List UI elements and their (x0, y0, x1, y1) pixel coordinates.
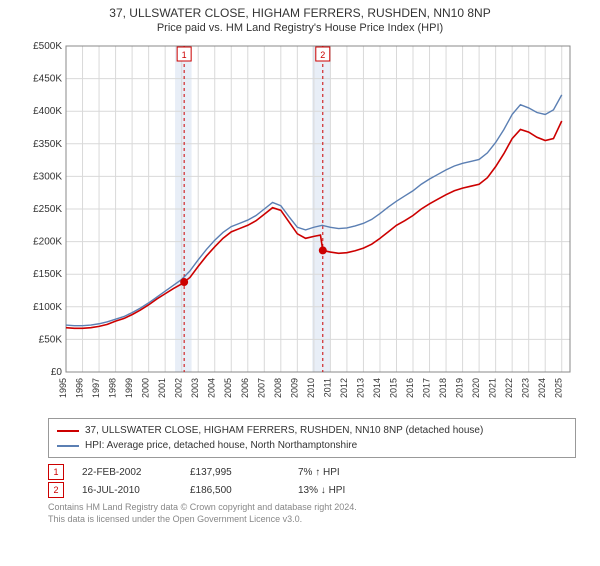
svg-text:2004: 2004 (207, 378, 217, 398)
svg-text:2: 2 (320, 50, 325, 60)
legend-label: 37, ULLSWATER CLOSE, HIGHAM FERRERS, RUS… (85, 423, 483, 438)
svg-text:2003: 2003 (190, 378, 200, 398)
svg-text:1: 1 (182, 50, 187, 60)
chart-area: £0 £50K £100K £150K £200K £250K £300K £350K £400… (20, 40, 580, 410)
svg-text:2011: 2011 (322, 378, 332, 397)
svg-text:2005: 2005 (223, 378, 233, 398)
svg-text:1999: 1999 (124, 378, 134, 398)
svg-text:2013: 2013 (355, 378, 365, 398)
event-price: £137,995 (190, 467, 280, 478)
legend-row: 37, ULLSWATER CLOSE, HIGHAM FERRERS, RUS… (57, 423, 567, 438)
event-table: 1 22-FEB-2002 £137,995 7% ↑ HPI 2 16-JUL-2010… (48, 464, 576, 498)
legend: 37, ULLSWATER CLOSE, HIGHAM FERRERS, RUS… (48, 418, 576, 458)
svg-text:2016: 2016 (405, 378, 415, 398)
svg-text:1997: 1997 (91, 378, 101, 398)
event-row: 1 22-FEB-2002 £137,995 7% ↑ HPI (48, 464, 576, 480)
svg-text:2022: 2022 (504, 378, 514, 398)
svg-text:1998: 1998 (108, 378, 118, 398)
svg-text:£0: £0 (51, 367, 63, 378)
event-marker-box: 2 (48, 482, 64, 498)
svg-text:2018: 2018 (438, 378, 448, 398)
svg-text:2020: 2020 (471, 378, 481, 398)
svg-text:£50K: £50K (39, 334, 63, 345)
event-date: 22-FEB-2002 (82, 467, 172, 478)
svg-text:2000: 2000 (141, 378, 151, 398)
legend-swatch (57, 430, 79, 432)
chart-svg: £0 £50K £100K £150K £200K £250K £300K £350K £400… (20, 40, 580, 410)
footer-line: Contains HM Land Registry data © Crown c… (48, 502, 576, 514)
svg-text:2019: 2019 (455, 378, 465, 398)
svg-text:2015: 2015 (388, 378, 398, 398)
svg-text:1995: 1995 (58, 378, 68, 398)
event-delta: 7% ↑ HPI (298, 467, 388, 478)
svg-text:2008: 2008 (273, 378, 283, 398)
svg-text:1996: 1996 (75, 378, 85, 398)
svg-text:£500K: £500K (33, 41, 62, 52)
svg-text:2014: 2014 (372, 378, 382, 398)
svg-text:2007: 2007 (256, 378, 266, 398)
legend-swatch (57, 445, 79, 447)
event-price: £186,500 (190, 485, 280, 496)
legend-label: HPI: Average price, detached house, Nort… (85, 438, 357, 453)
svg-text:£200K: £200K (33, 237, 62, 248)
legend-row: HPI: Average price, detached house, Nort… (57, 438, 567, 453)
chart-title: 37, ULLSWATER CLOSE, HIGHAM FERRERS, RUS… (0, 6, 600, 20)
svg-text:2017: 2017 (422, 378, 432, 398)
footer-line: This data is licensed under the Open Gov… (48, 514, 576, 526)
svg-text:£250K: £250K (33, 204, 62, 215)
event-date: 16-JUL-2010 (82, 485, 172, 496)
svg-text:£450K: £450K (33, 74, 62, 85)
svg-text:2025: 2025 (554, 378, 564, 398)
event-marker-box: 1 (48, 464, 64, 480)
svg-text:2024: 2024 (537, 378, 547, 398)
svg-text:£350K: £350K (33, 139, 62, 150)
svg-text:2006: 2006 (240, 378, 250, 398)
svg-text:2021: 2021 (488, 378, 498, 398)
svg-text:£400K: £400K (33, 106, 62, 117)
svg-text:2010: 2010 (306, 378, 316, 398)
svg-text:£300K: £300K (33, 171, 62, 182)
svg-text:2002: 2002 (174, 378, 184, 398)
footer-attribution: Contains HM Land Registry data © Crown c… (48, 502, 576, 525)
svg-text:2012: 2012 (339, 378, 349, 398)
svg-text:£150K: £150K (33, 269, 62, 280)
svg-text:£100K: £100K (33, 302, 62, 313)
event-delta: 13% ↓ HPI (298, 485, 388, 496)
event-row: 2 16-JUL-2010 £186,500 13% ↓ HPI (48, 482, 576, 498)
svg-text:2009: 2009 (289, 378, 299, 398)
svg-text:2001: 2001 (157, 378, 167, 398)
chart-subtitle: Price paid vs. HM Land Registry's House … (0, 22, 600, 34)
svg-text:2023: 2023 (521, 378, 531, 398)
